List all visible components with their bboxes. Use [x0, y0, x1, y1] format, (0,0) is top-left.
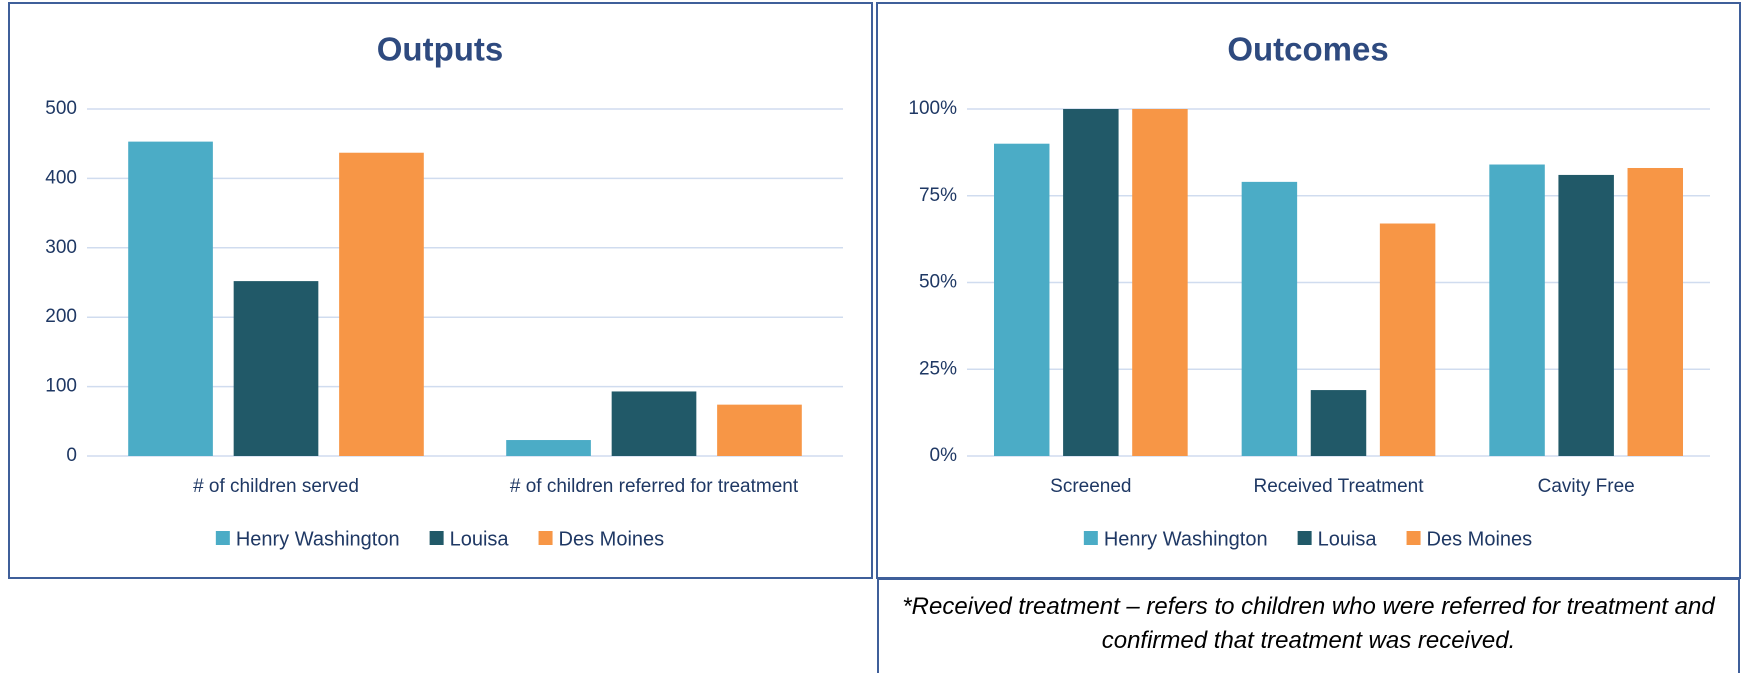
- y-tick-label: 400: [45, 167, 77, 188]
- bar: [611, 391, 697, 456]
- bar: [506, 440, 591, 456]
- legend-label: Des Moines: [1427, 528, 1533, 550]
- chart-title: Outcomes: [1227, 31, 1388, 68]
- bar: [1241, 181, 1298, 456]
- x-tick-label: Cavity Free: [1538, 476, 1635, 497]
- legend-swatch: [429, 531, 444, 545]
- y-tick-label: 100%: [908, 98, 957, 119]
- legend-label: Henry Washington: [236, 528, 400, 550]
- legend-swatch: [1297, 531, 1312, 545]
- y-tick-label: 0%: [930, 445, 958, 466]
- bar: [233, 281, 319, 456]
- legend-swatch: [1406, 531, 1421, 545]
- chart-frame: [8, 2, 873, 579]
- legend-swatch: [1083, 531, 1098, 545]
- y-tick-label: 25%: [919, 358, 957, 379]
- legend-label: Des Moines: [559, 528, 665, 550]
- x-tick-label: Screened: [1050, 476, 1131, 497]
- footnote: *Received treatment – refers to children…: [877, 578, 1740, 673]
- y-tick-label: 500: [45, 98, 77, 119]
- legend-swatch: [215, 531, 230, 545]
- bar: [339, 152, 424, 457]
- bar: [717, 404, 802, 456]
- bar: [1379, 223, 1436, 456]
- bar: [993, 143, 1050, 456]
- x-tick-label: Received Treatment: [1253, 476, 1424, 497]
- y-tick-label: 75%: [919, 185, 957, 206]
- bar: [128, 141, 213, 457]
- bar: [1489, 164, 1545, 456]
- x-tick-label: # of children served: [193, 476, 359, 497]
- y-tick-label: 0: [66, 445, 77, 466]
- bar: [1310, 390, 1367, 456]
- y-tick-label: 100: [45, 376, 77, 397]
- bar: [1627, 167, 1684, 457]
- y-tick-label: 50%: [919, 272, 957, 293]
- x-tick-label: # of children referred for treatment: [510, 476, 799, 497]
- y-tick-label: 200: [45, 306, 77, 327]
- bar: [1063, 109, 1119, 456]
- legend-swatch: [538, 531, 553, 545]
- chart-title: Outputs: [377, 31, 503, 68]
- legend-label: Louisa: [1318, 528, 1378, 550]
- legend-label: Louisa: [450, 528, 510, 550]
- bar: [1558, 174, 1614, 456]
- legend-label: Henry Washington: [1104, 528, 1268, 550]
- bar: [1132, 109, 1188, 456]
- y-tick-label: 300: [45, 237, 77, 258]
